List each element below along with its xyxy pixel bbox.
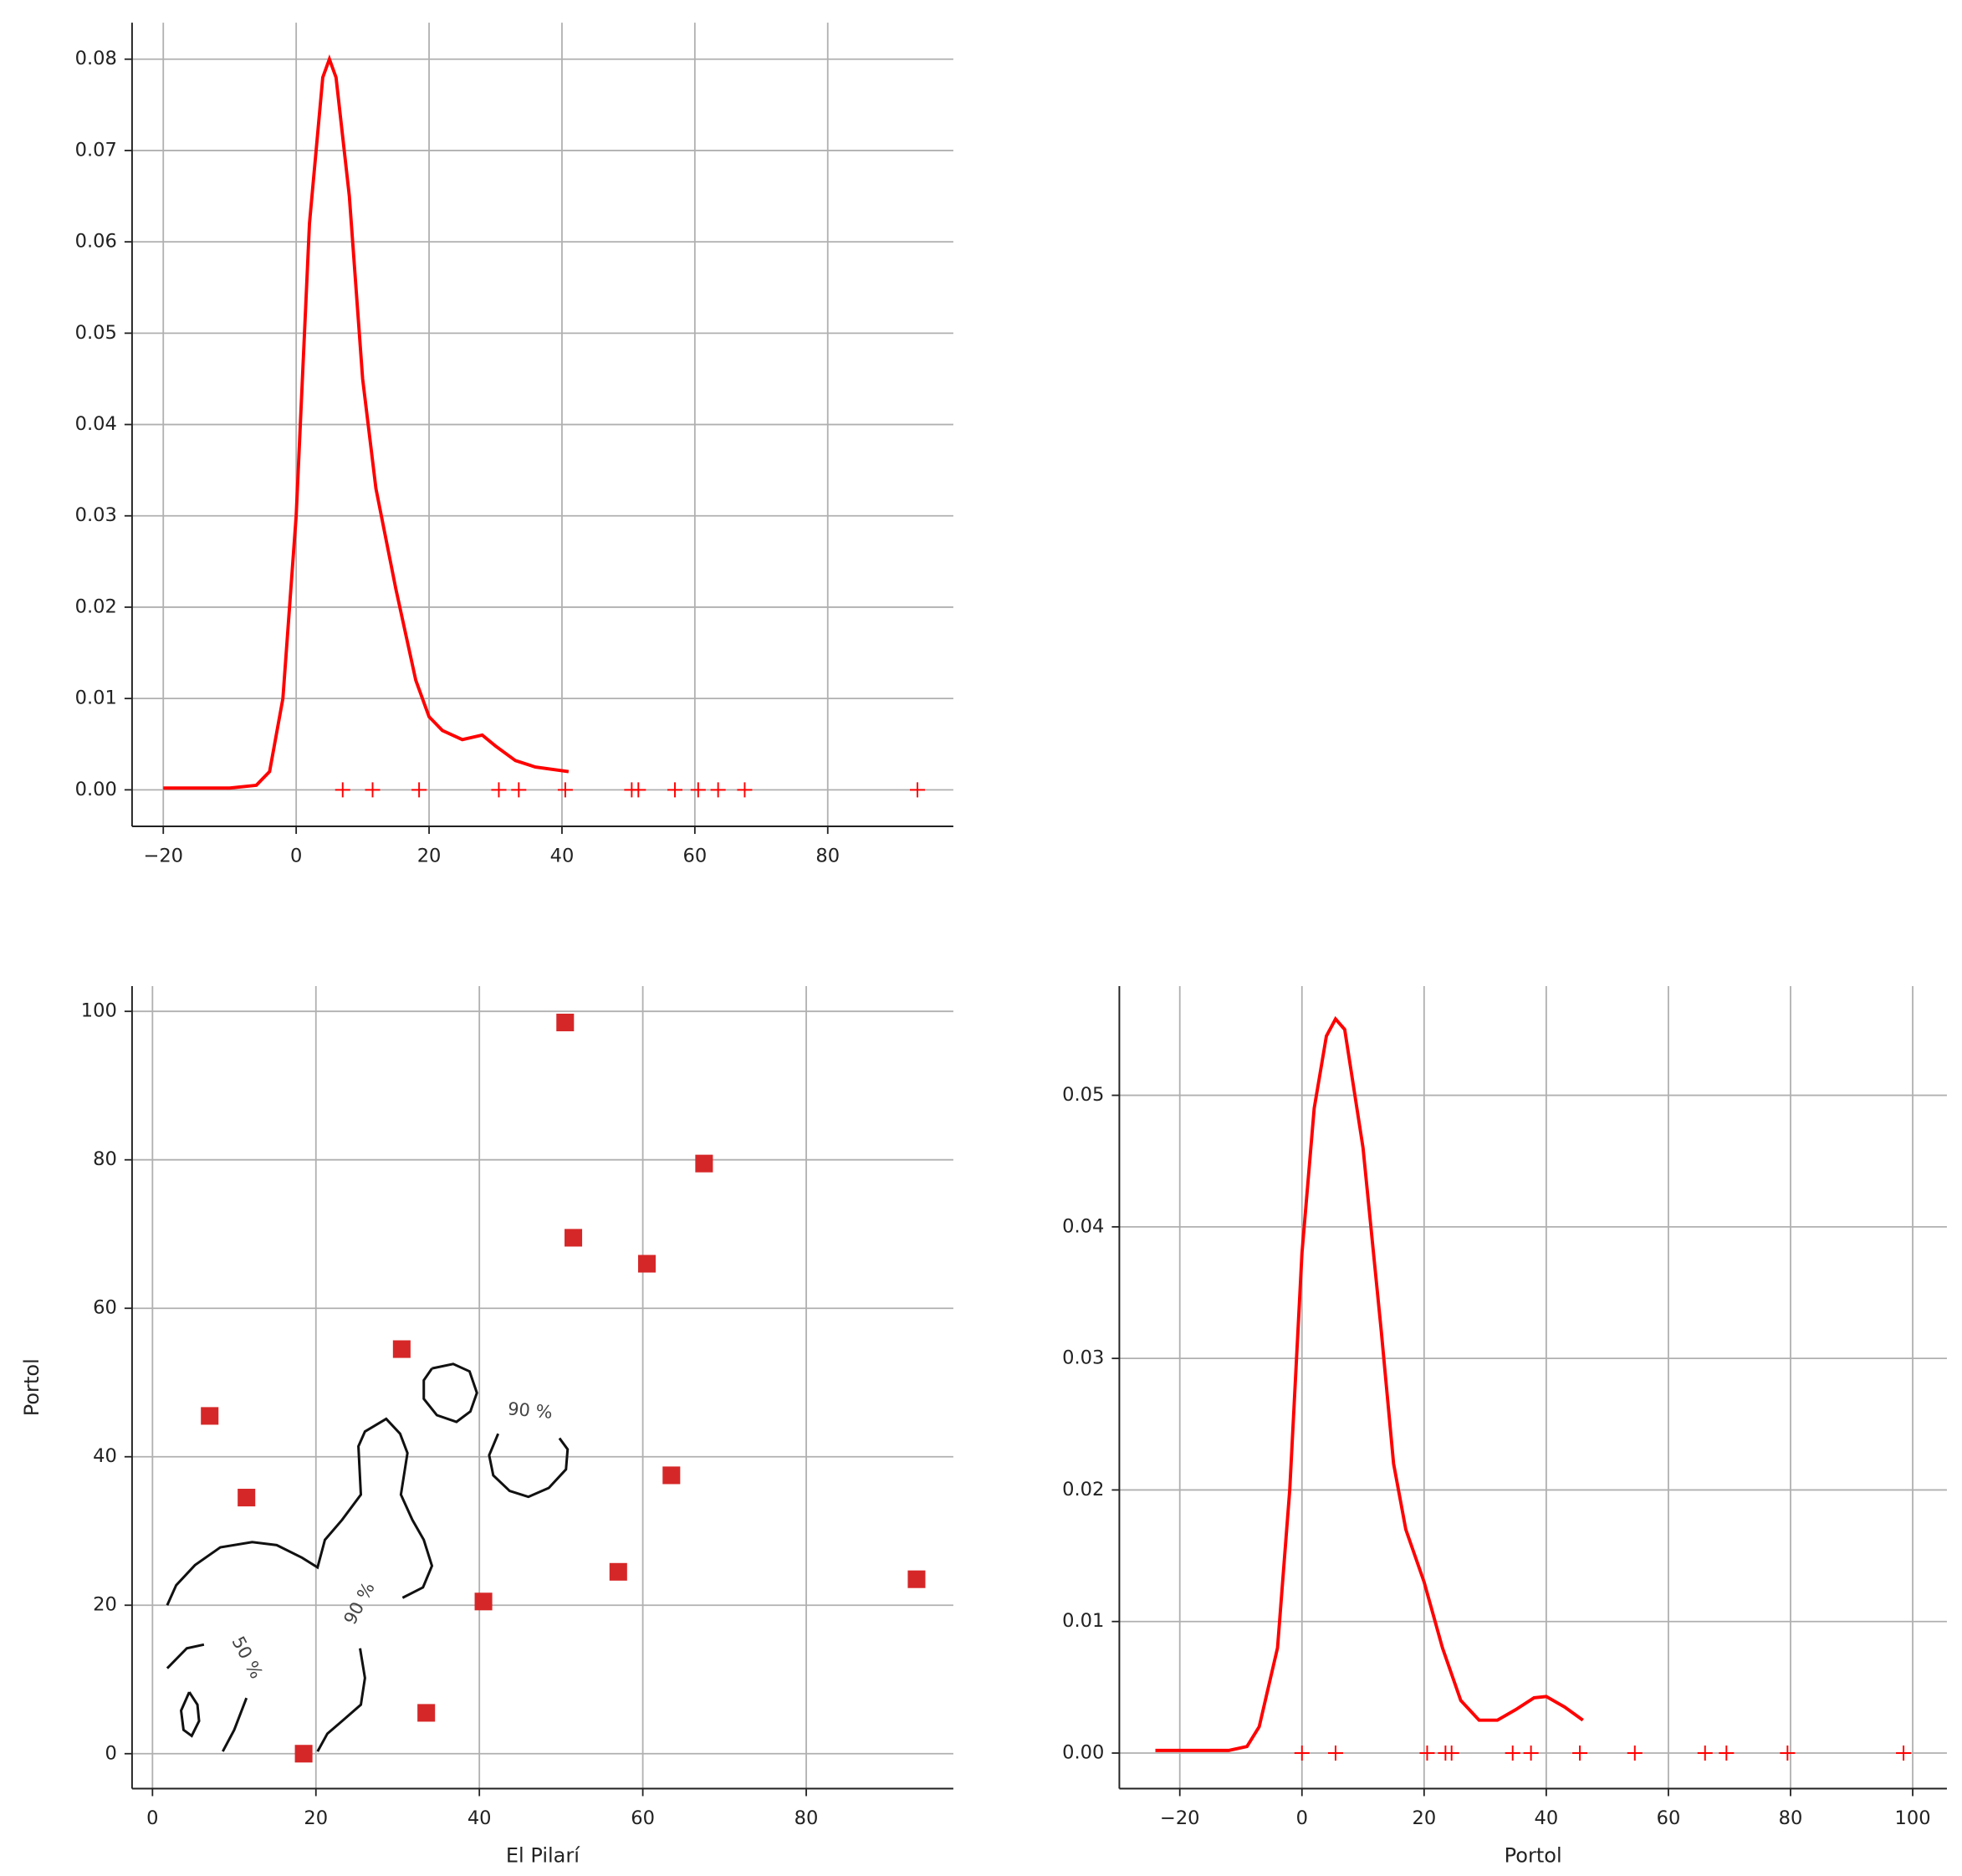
- y-tick-label: 0.08: [75, 48, 117, 69]
- rug-marker: [491, 782, 507, 798]
- x-tick-label: 80: [795, 1807, 819, 1829]
- x-tick-label: 20: [417, 846, 442, 867]
- scatter-point: [609, 1562, 627, 1581]
- rug-marker: [1294, 1745, 1310, 1761]
- scatter-point: [695, 1154, 713, 1173]
- x-tick-label: 40: [550, 846, 575, 867]
- y-tick-label: 0.04: [75, 413, 117, 435]
- y-tick-label: 0.02: [1062, 1479, 1104, 1500]
- rug-marker: [411, 782, 427, 798]
- x-tick-label: 80: [1779, 1807, 1803, 1829]
- x-tick-label: 0: [1296, 1807, 1308, 1829]
- rug-marker: [511, 782, 527, 798]
- y-tick-label: 100: [81, 1000, 117, 1022]
- x-tick-label: 40: [1535, 1807, 1559, 1829]
- rug-marker: [1327, 1745, 1343, 1761]
- rug-marker: [365, 782, 381, 798]
- y-axis-label: Portol: [20, 1358, 43, 1416]
- x-tick-label: 20: [1412, 1807, 1436, 1829]
- contour-line: [166, 1417, 434, 1606]
- contour-line: [222, 1697, 248, 1752]
- y-tick-label: 0.00: [1062, 1742, 1104, 1764]
- y-tick-label: 60: [93, 1297, 117, 1319]
- rug-marker: [710, 782, 726, 798]
- y-tick-label: 0.00: [75, 779, 117, 800]
- rug-marker: [909, 782, 926, 798]
- scatter-point: [294, 1745, 313, 1763]
- contour-label: 90 %: [340, 1578, 379, 1628]
- contour-line: [316, 1648, 366, 1752]
- y-tick-label: 0.06: [75, 231, 117, 253]
- rug-marker: [1443, 1745, 1459, 1761]
- scatter-point: [556, 1013, 575, 1032]
- rug-marker: [1419, 1745, 1435, 1761]
- y-tick-label: 40: [93, 1445, 117, 1467]
- x-tick-label: 0: [290, 846, 302, 867]
- rug-marker: [1627, 1745, 1643, 1761]
- scatter-point: [201, 1407, 219, 1425]
- rug-marker: [557, 782, 573, 798]
- x-axis-label: El Pilarí: [506, 1844, 580, 1868]
- rug-marker: [1896, 1745, 1912, 1761]
- y-tick-label: 0.02: [75, 596, 117, 617]
- x-tick-label: −20: [1160, 1807, 1200, 1829]
- y-tick-label: 20: [93, 1594, 117, 1616]
- x-tick-label: −20: [143, 846, 183, 867]
- rug-marker: [1505, 1745, 1520, 1761]
- rug-marker: [1572, 1745, 1588, 1761]
- scatter-point: [392, 1340, 411, 1358]
- rug-marker: [737, 782, 753, 798]
- y-tick-label: 0: [105, 1742, 116, 1764]
- scatter-point: [417, 1704, 436, 1722]
- y-tick-label: 0.03: [75, 504, 117, 526]
- scatter-point: [907, 1570, 926, 1588]
- scatter-point: [662, 1466, 681, 1485]
- rug-marker: [1719, 1745, 1735, 1761]
- x-tick-label: 0: [146, 1807, 158, 1829]
- contour-line: [179, 1691, 201, 1738]
- y-tick-label: 0.01: [1062, 1610, 1104, 1632]
- rug-marker: [631, 782, 646, 798]
- contour-line: [422, 1362, 478, 1424]
- x-tick-label: 20: [304, 1807, 328, 1829]
- density-line: [1155, 1015, 1584, 1752]
- x-tick-label: 60: [631, 1807, 655, 1829]
- rug-marker: [690, 782, 706, 798]
- scatter-point: [637, 1255, 657, 1273]
- rug-marker: [335, 782, 350, 798]
- y-tick-label: 0.01: [75, 688, 117, 709]
- x-tick-label: 100: [1895, 1807, 1931, 1829]
- contour-label: 50 %: [227, 1633, 267, 1682]
- x-axis-label: Portol: [1505, 1844, 1562, 1868]
- scatter-point: [238, 1489, 256, 1507]
- y-tick-label: 80: [93, 1148, 117, 1170]
- scatter-point: [565, 1229, 583, 1247]
- rug-marker: [1697, 1745, 1713, 1761]
- contour-line: [488, 1433, 570, 1499]
- density-line: [163, 54, 570, 790]
- rug-marker: [667, 782, 683, 798]
- rug-marker: [1523, 1745, 1539, 1761]
- rug-marker: [1780, 1745, 1796, 1761]
- x-tick-label: 60: [1657, 1807, 1681, 1829]
- y-tick-label: 0.05: [75, 322, 117, 344]
- y-tick-label: 0.03: [1062, 1347, 1104, 1369]
- y-tick-label: 0.04: [1062, 1215, 1104, 1237]
- x-tick-label: 60: [683, 846, 708, 867]
- contour-label: 90 %: [507, 1398, 553, 1423]
- y-tick-label: 0.05: [1062, 1084, 1104, 1106]
- x-tick-label: 40: [468, 1807, 492, 1829]
- y-tick-label: 0.07: [75, 139, 117, 161]
- scatter-point: [474, 1592, 493, 1611]
- x-tick-label: 80: [815, 846, 840, 867]
- contour-line: [166, 1643, 205, 1669]
